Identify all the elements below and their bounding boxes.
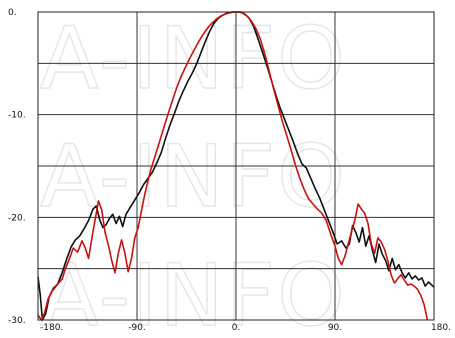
svg-text:A-INFO: A-INFO [40, 246, 347, 338]
y-tick-labels: 0. -10. -20. -30. [8, 8, 26, 326]
x-tick-labels: -180. -90. 0. 90. 180. [40, 323, 451, 333]
x-tick-label: 90. [328, 323, 342, 333]
svg-text:A-INFO: A-INFO [40, 9, 347, 109]
svg-text:A-INFO: A-INFO [40, 127, 347, 227]
plot-frame [37, 11, 435, 321]
watermark: A-INFO A-INFO A-INFO [39, 8, 347, 338]
y-tick-label: -30. [8, 316, 26, 326]
y-tick-label: -10. [8, 111, 26, 121]
y-tick-label: -20. [8, 213, 26, 223]
x-tick-label: 0. [232, 323, 241, 333]
x-tick-label: -90. [128, 323, 146, 333]
x-tick-label: 180. [431, 323, 451, 333]
x-tick-label: -180. [40, 323, 63, 333]
y-tick-label: 0. [8, 8, 17, 18]
